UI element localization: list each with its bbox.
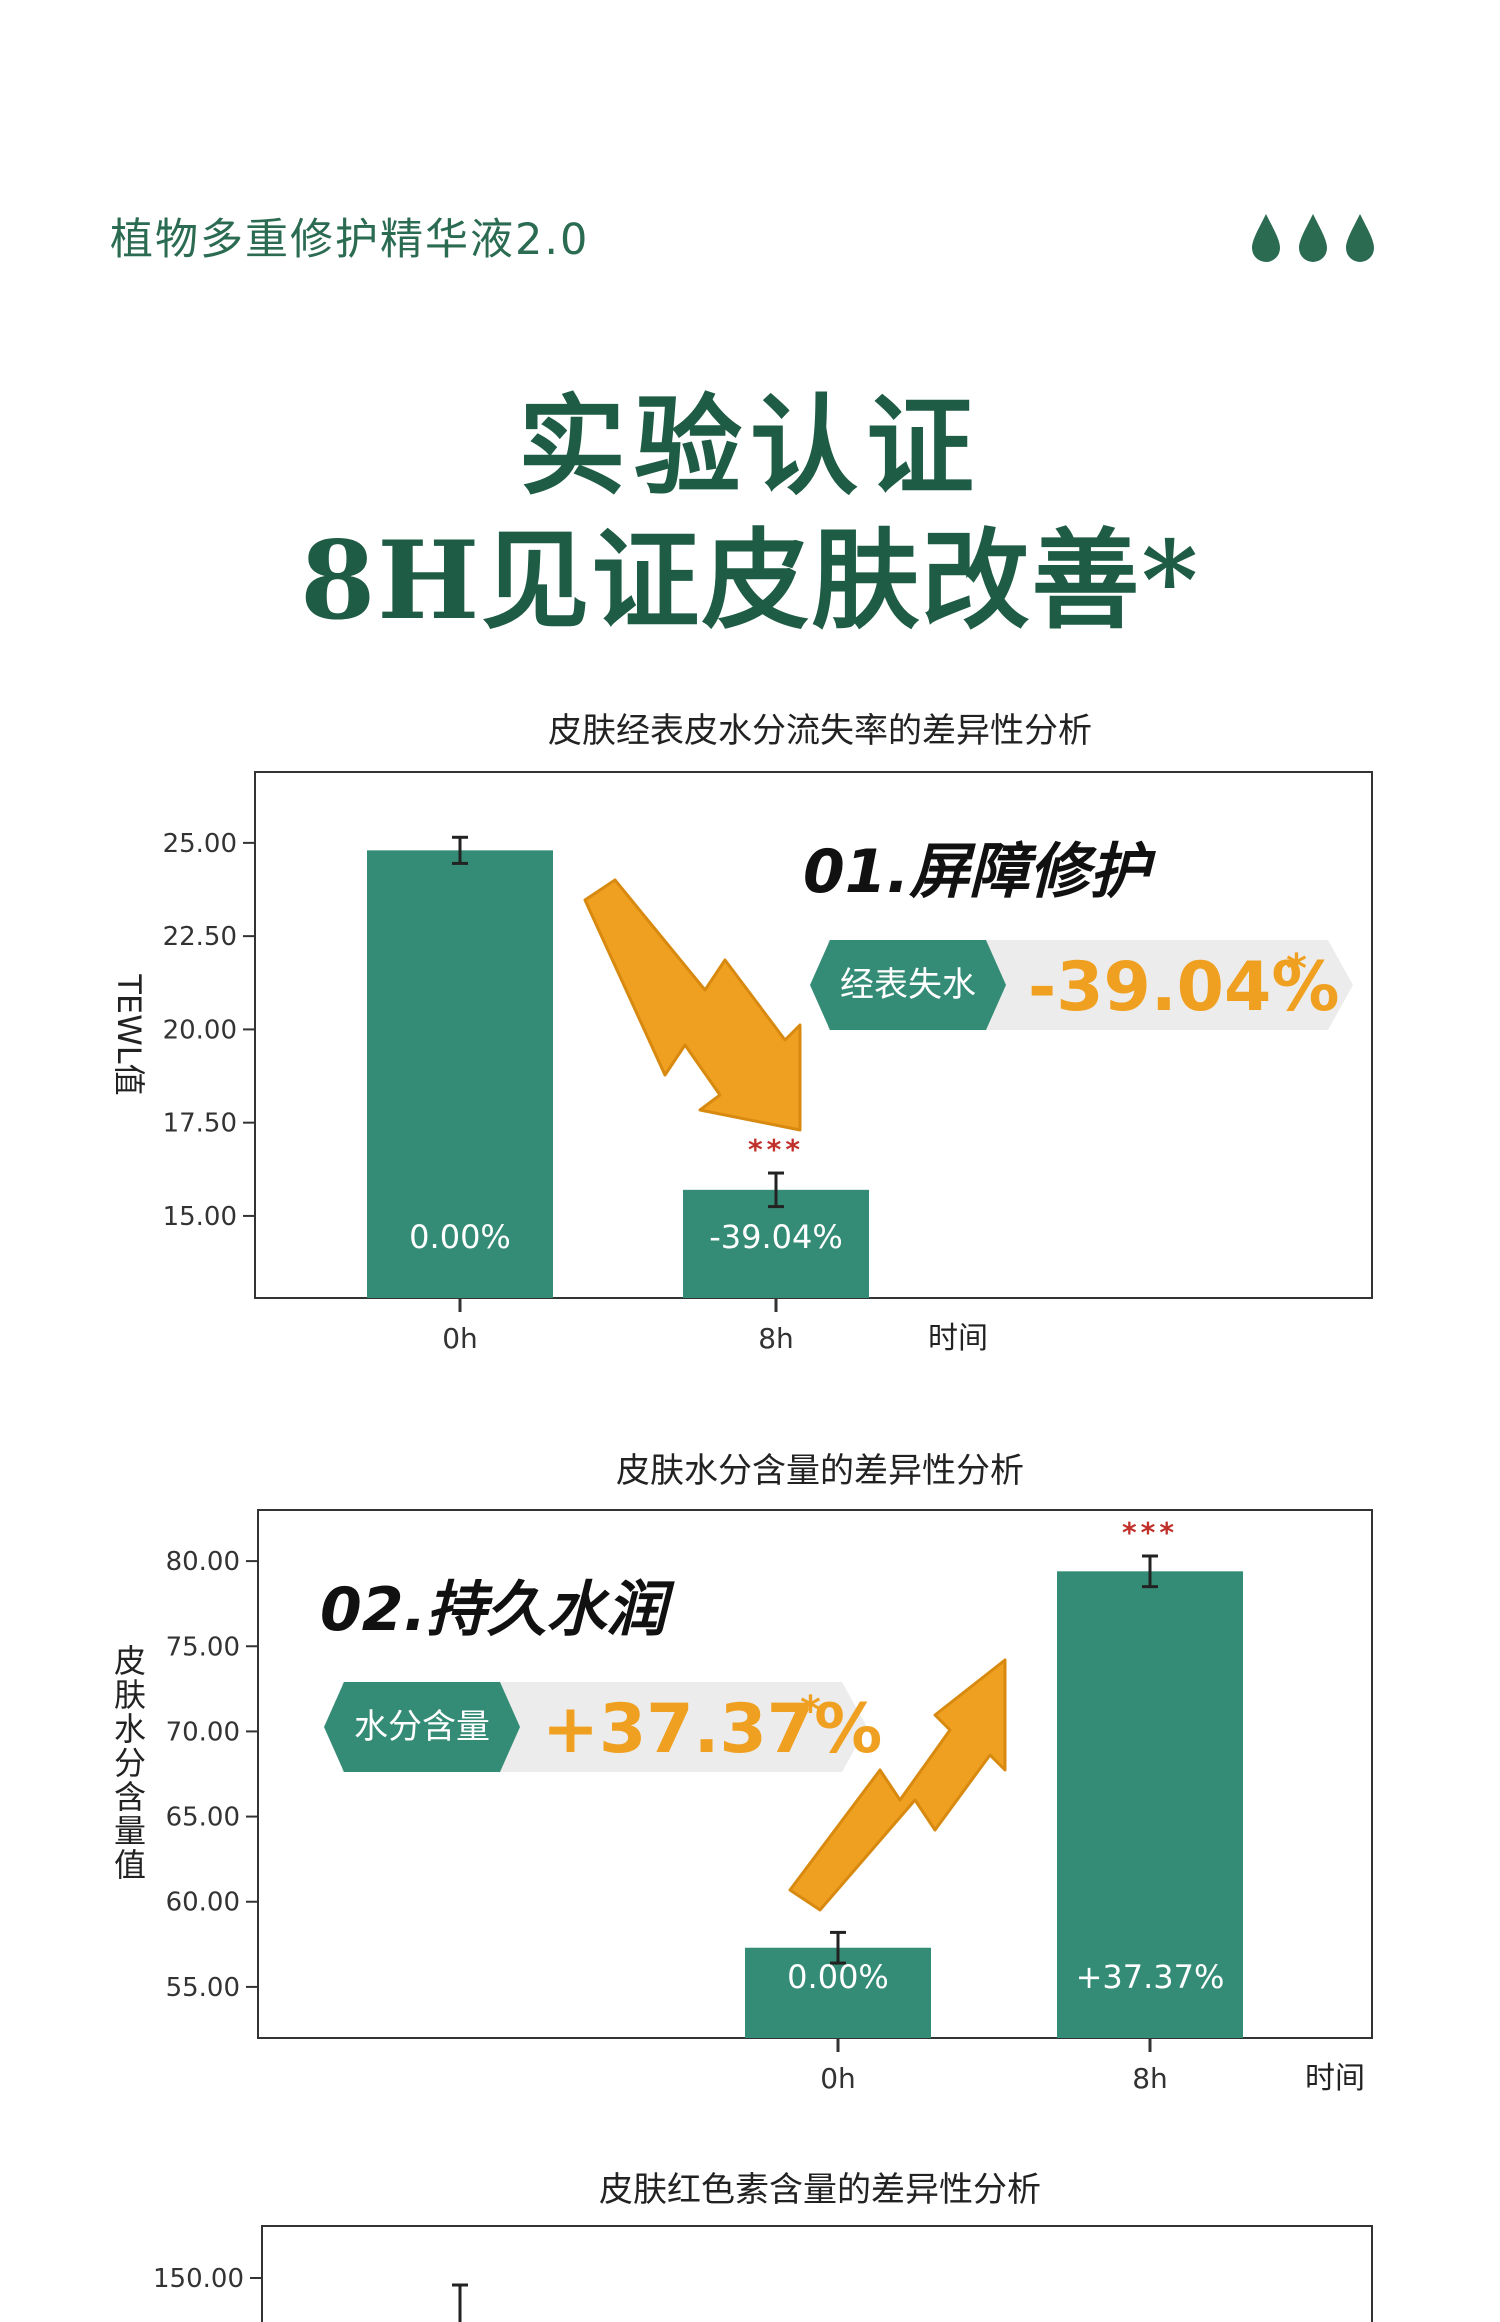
- chart-tewl: 15.0017.5020.0022.5025.00TEWL值0.00%0h***…: [110, 771, 1373, 1356]
- x-tick-label: 0h: [820, 2062, 856, 2095]
- bar-value-label: -39.04%: [709, 1218, 843, 1256]
- badge-label: 经表失水: [840, 965, 976, 1005]
- chart1-title: 皮肤经表皮水分流失率的差异性分析: [548, 711, 1092, 751]
- y-tick-label: 15.00: [163, 1202, 237, 1232]
- drop-icon: [1299, 214, 1327, 262]
- chart3-title: 皮肤红色素含量的差异性分析: [599, 2170, 1041, 2210]
- bar: [1057, 1571, 1243, 2038]
- y-tick-label: 150.00: [153, 2264, 244, 2294]
- drop-icon: [1252, 214, 1280, 262]
- bar-value-label: +37.37%: [1076, 1958, 1225, 1996]
- x-tick-label: 0h: [442, 1322, 478, 1355]
- x-axis-label: 时间: [928, 1321, 988, 1356]
- y-tick-label: 25.00: [163, 829, 237, 859]
- significance-label: ***: [748, 1133, 804, 1166]
- drop-icon: [1346, 214, 1374, 262]
- x-tick-label: 8h: [758, 1322, 794, 1355]
- badge-star: *: [800, 1688, 821, 1734]
- x-tick-label: 8h: [1132, 2062, 1168, 2095]
- y-tick-label: 70.00: [166, 1717, 240, 1747]
- headline-line2: 8H见证皮肤改善*: [300, 518, 1200, 644]
- y-tick-label: 22.50: [163, 922, 237, 952]
- y-tick-label: 60.00: [166, 1888, 240, 1918]
- y-axis-label: TEWL值: [110, 973, 148, 1095]
- bar: [367, 850, 553, 1298]
- drop-icons: [1252, 214, 1374, 262]
- chart2-title: 皮肤水分含量的差异性分析: [616, 1451, 1024, 1491]
- badge-label-bg: [324, 1682, 520, 1772]
- y-tick-label: 80.00: [166, 1547, 240, 1577]
- badge-value: +37.37%: [542, 1690, 882, 1769]
- bar-value-label: 0.00%: [787, 1958, 889, 1996]
- chart-hydration: 55.00 60.00 65.00 70.00 75.00 80.00 皮肤水分含量值 0.0…: [114, 1509, 1373, 2096]
- badge-star: *: [1286, 946, 1307, 992]
- badge: 水分含量 +37.37%*: [324, 1682, 882, 1772]
- headline-line1: 实验认证: [517, 384, 982, 510]
- x-axis-label: 时间: [1305, 2061, 1365, 2096]
- section-headline: 01.屏障修护: [803, 837, 1156, 907]
- y-tick-label: 55.00: [166, 1973, 240, 2003]
- badge-value: -39.04%: [1028, 948, 1339, 1027]
- badge: 经表失水 -39.04%*: [810, 940, 1353, 1030]
- y-tick-label: 65.00: [166, 1803, 240, 1833]
- chart-redness: 150.00: [153, 2225, 1373, 2322]
- significance-label: ***: [1122, 1516, 1178, 1549]
- trend-arrow-icon: [788, 1658, 1007, 1912]
- badge-label: 水分含量: [354, 1707, 490, 1747]
- plot-frame: [261, 2225, 1373, 2322]
- y-tick-label: 17.50: [163, 1109, 237, 1139]
- brand-title: 植物多重修护精华液2.0: [110, 215, 590, 265]
- section-headline: 02.持久水润: [320, 1575, 675, 1645]
- trend-arrow-shape: [583, 878, 802, 1132]
- trend-arrow-shape: [788, 1658, 1007, 1912]
- badge-label-bg: [810, 940, 1006, 1030]
- trend-arrow-icon: [583, 878, 802, 1132]
- y-tick-label: 20.00: [163, 1015, 237, 1045]
- y-tick-label: 75.00: [166, 1632, 240, 1662]
- bar-value-label: 0.00%: [409, 1218, 511, 1256]
- y-axis-label: 皮肤水分含量值: [114, 1642, 146, 1884]
